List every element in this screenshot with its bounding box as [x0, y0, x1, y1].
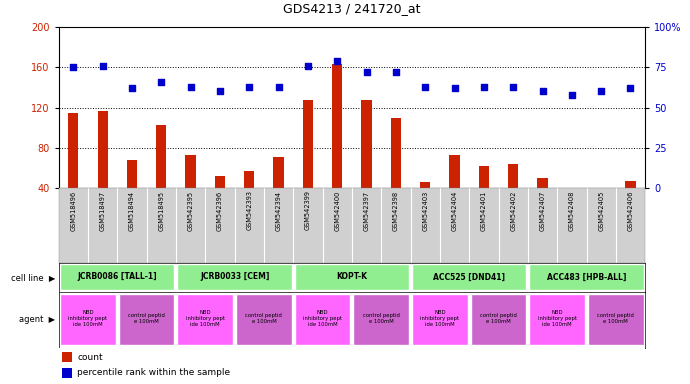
Bar [244, 171, 255, 228]
Point [595, 88, 607, 94]
Text: control peptid
e 100mM: control peptid e 100mM [480, 313, 517, 324]
Text: GSM542404: GSM542404 [451, 190, 457, 231]
Bar [60, 265, 175, 290]
Bar [529, 294, 585, 345]
Bar [588, 294, 644, 345]
Point [625, 85, 636, 91]
Text: agent  ▶: agent ▶ [19, 315, 55, 324]
Text: GSM542406: GSM542406 [627, 190, 633, 231]
Bar [215, 176, 225, 228]
Text: control peptid
e 100mM: control peptid e 100mM [246, 313, 282, 324]
Text: NBD
inhibitory pept
ide 100mM: NBD inhibitory pept ide 100mM [68, 310, 108, 327]
Point [361, 69, 372, 75]
Text: ACC483 [HPB-ALL]: ACC483 [HPB-ALL] [546, 272, 627, 281]
Text: KOPT-K: KOPT-K [337, 272, 367, 281]
Text: GSM542393: GSM542393 [246, 190, 253, 230]
Bar [353, 294, 409, 345]
Bar [332, 64, 342, 228]
Bar [156, 125, 166, 228]
Text: GSM518495: GSM518495 [158, 190, 164, 230]
Bar [529, 265, 644, 290]
Text: GSM542402: GSM542402 [510, 190, 516, 231]
Text: GSM542401: GSM542401 [481, 190, 487, 231]
Bar [449, 155, 460, 228]
Bar [127, 160, 137, 228]
Text: GSM518494: GSM518494 [129, 190, 135, 230]
Point [215, 88, 226, 94]
Bar [273, 157, 284, 228]
Point [68, 64, 79, 70]
Text: NBD
inhibitory pept
ide 100mM: NBD inhibitory pept ide 100mM [420, 310, 460, 327]
Bar [391, 118, 401, 228]
Bar [471, 294, 526, 345]
Text: GDS4213 / 241720_at: GDS4213 / 241720_at [283, 2, 421, 15]
Bar [61, 368, 72, 377]
Text: control peptid
e 100mM: control peptid e 100mM [128, 313, 165, 324]
Text: GSM542403: GSM542403 [422, 190, 428, 231]
Text: control peptid
e 100mM: control peptid e 100mM [598, 313, 634, 324]
Bar [295, 265, 409, 290]
Bar [362, 101, 372, 228]
Bar [479, 166, 489, 228]
Text: GSM542398: GSM542398 [393, 190, 399, 230]
Point [391, 69, 402, 75]
Text: JCRB0086 [TALL-1]: JCRB0086 [TALL-1] [77, 272, 157, 281]
Point [420, 83, 431, 89]
Text: NBD
inhibitory pept
ide 100mM: NBD inhibitory pept ide 100mM [186, 310, 225, 327]
Point [185, 83, 196, 89]
Bar [412, 294, 468, 345]
Bar [177, 294, 233, 345]
Point [244, 83, 255, 89]
Point [126, 85, 137, 91]
Bar [119, 294, 175, 345]
Bar [420, 182, 431, 228]
Text: cell line  ▶: cell line ▶ [11, 273, 55, 282]
Text: percentile rank within the sample: percentile rank within the sample [77, 369, 230, 377]
Bar [186, 155, 196, 228]
Text: NBD
inhibitory pept
ide 100mM: NBD inhibitory pept ide 100mM [538, 310, 577, 327]
Point [478, 83, 489, 89]
Point [449, 85, 460, 91]
Bar [538, 178, 548, 228]
Point [273, 83, 284, 89]
Bar [295, 294, 351, 345]
Text: GSM542397: GSM542397 [364, 190, 370, 230]
Text: GSM542400: GSM542400 [334, 190, 340, 231]
Point [508, 83, 519, 89]
Bar [412, 265, 526, 290]
Bar [68, 113, 79, 228]
Text: GSM542408: GSM542408 [569, 190, 575, 231]
Text: GSM542405: GSM542405 [598, 190, 604, 231]
Point [302, 63, 313, 69]
Point [156, 79, 167, 85]
Bar [60, 294, 116, 345]
Text: control peptid
e 100mM: control peptid e 100mM [363, 313, 400, 324]
Bar [625, 181, 635, 228]
Bar [177, 265, 292, 290]
Text: GSM518497: GSM518497 [99, 190, 106, 230]
Text: count: count [77, 353, 103, 362]
Bar [566, 190, 577, 228]
Text: NBD
inhibitory pept
ide 100mM: NBD inhibitory pept ide 100mM [303, 310, 342, 327]
Point [97, 63, 108, 69]
Text: JCRB0033 [CEM]: JCRB0033 [CEM] [200, 272, 269, 281]
Text: GSM542399: GSM542399 [305, 190, 311, 230]
Bar [596, 188, 607, 228]
Point [566, 91, 578, 98]
Bar [97, 111, 108, 228]
Text: GSM542407: GSM542407 [540, 190, 546, 231]
Text: GSM542396: GSM542396 [217, 190, 223, 230]
Bar [508, 164, 518, 228]
Text: GSM542395: GSM542395 [188, 190, 194, 230]
Bar [61, 353, 72, 362]
Text: GSM542394: GSM542394 [275, 190, 282, 230]
Point [332, 58, 343, 64]
Bar [303, 101, 313, 228]
Point [537, 88, 548, 94]
Text: ACC525 [DND41]: ACC525 [DND41] [433, 272, 505, 281]
Text: GSM518496: GSM518496 [70, 190, 77, 230]
Bar [236, 294, 292, 345]
